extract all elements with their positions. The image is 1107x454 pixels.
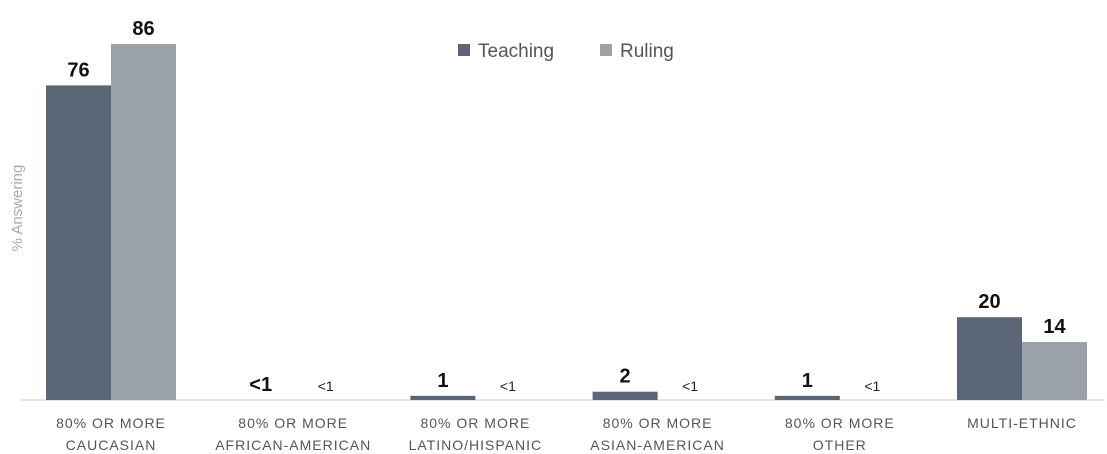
legend-label-ruling: Ruling xyxy=(620,41,674,62)
bar-labels-group: 76 86 <1 <1 1 <1 2 <1 1 <1 20 14 xyxy=(67,18,1066,396)
legend: Teaching Ruling xyxy=(458,41,674,62)
legend-swatch-teaching xyxy=(458,44,470,56)
bar-teaching-3 xyxy=(592,391,658,400)
x-tick-label-2-1: LATINO/HISPANIC xyxy=(409,437,543,453)
data-label-teaching-3: 2 xyxy=(620,366,631,388)
x-tick-label-0-1: CAUCASIAN xyxy=(66,437,157,453)
bars-group xyxy=(46,44,1087,400)
data-label-teaching-4: 1 xyxy=(802,370,813,392)
data-label-ruling-5: 14 xyxy=(1043,316,1066,338)
x-tick-label-0-0: 80% OR MORE xyxy=(56,415,166,431)
bar-teaching-4 xyxy=(774,395,840,400)
legend-swatch-ruling xyxy=(600,44,612,56)
y-axis-label: % Answering xyxy=(9,165,26,252)
x-tick-label-2-0: 80% OR MORE xyxy=(420,415,530,431)
bar-teaching-0 xyxy=(46,85,111,400)
data-label-ruling-1: <1 xyxy=(318,378,334,394)
data-label-teaching-1: <1 xyxy=(249,374,272,396)
data-label-teaching-5: 20 xyxy=(978,291,1000,313)
x-tick-label-5-0: MULTI-ETHNIC xyxy=(967,415,1077,431)
x-tick-label-4-1: OTHER xyxy=(813,437,867,453)
bar-teaching-2 xyxy=(410,395,476,400)
bar-teaching-5 xyxy=(957,317,1022,400)
bar-ruling-0 xyxy=(111,44,176,400)
x-tick-label-1-0: 80% OR MORE xyxy=(238,415,348,431)
x-tick-label-1-1: AFRICAN-AMERICAN xyxy=(215,437,371,453)
x-tick-label-3-0: 80% OR MORE xyxy=(603,415,713,431)
legend-label-teaching: Teaching xyxy=(478,41,554,62)
x-tick-label-3-1: ASIAN-AMERICAN xyxy=(590,437,725,453)
x-tick-labels-group: 80% OR MORE CAUCASIAN 80% OR MORE AFRICAN-A… xyxy=(56,415,1077,453)
data-label-teaching-0: 76 xyxy=(67,59,89,81)
data-label-ruling-4: <1 xyxy=(864,378,880,394)
bar-ruling-5 xyxy=(1022,342,1087,400)
data-label-ruling-0: 86 xyxy=(132,18,154,40)
x-tick-label-4-0: 80% OR MORE xyxy=(785,415,895,431)
data-label-ruling-2: <1 xyxy=(500,378,516,394)
data-label-teaching-2: 1 xyxy=(437,370,448,392)
data-label-ruling-3: <1 xyxy=(682,378,698,394)
